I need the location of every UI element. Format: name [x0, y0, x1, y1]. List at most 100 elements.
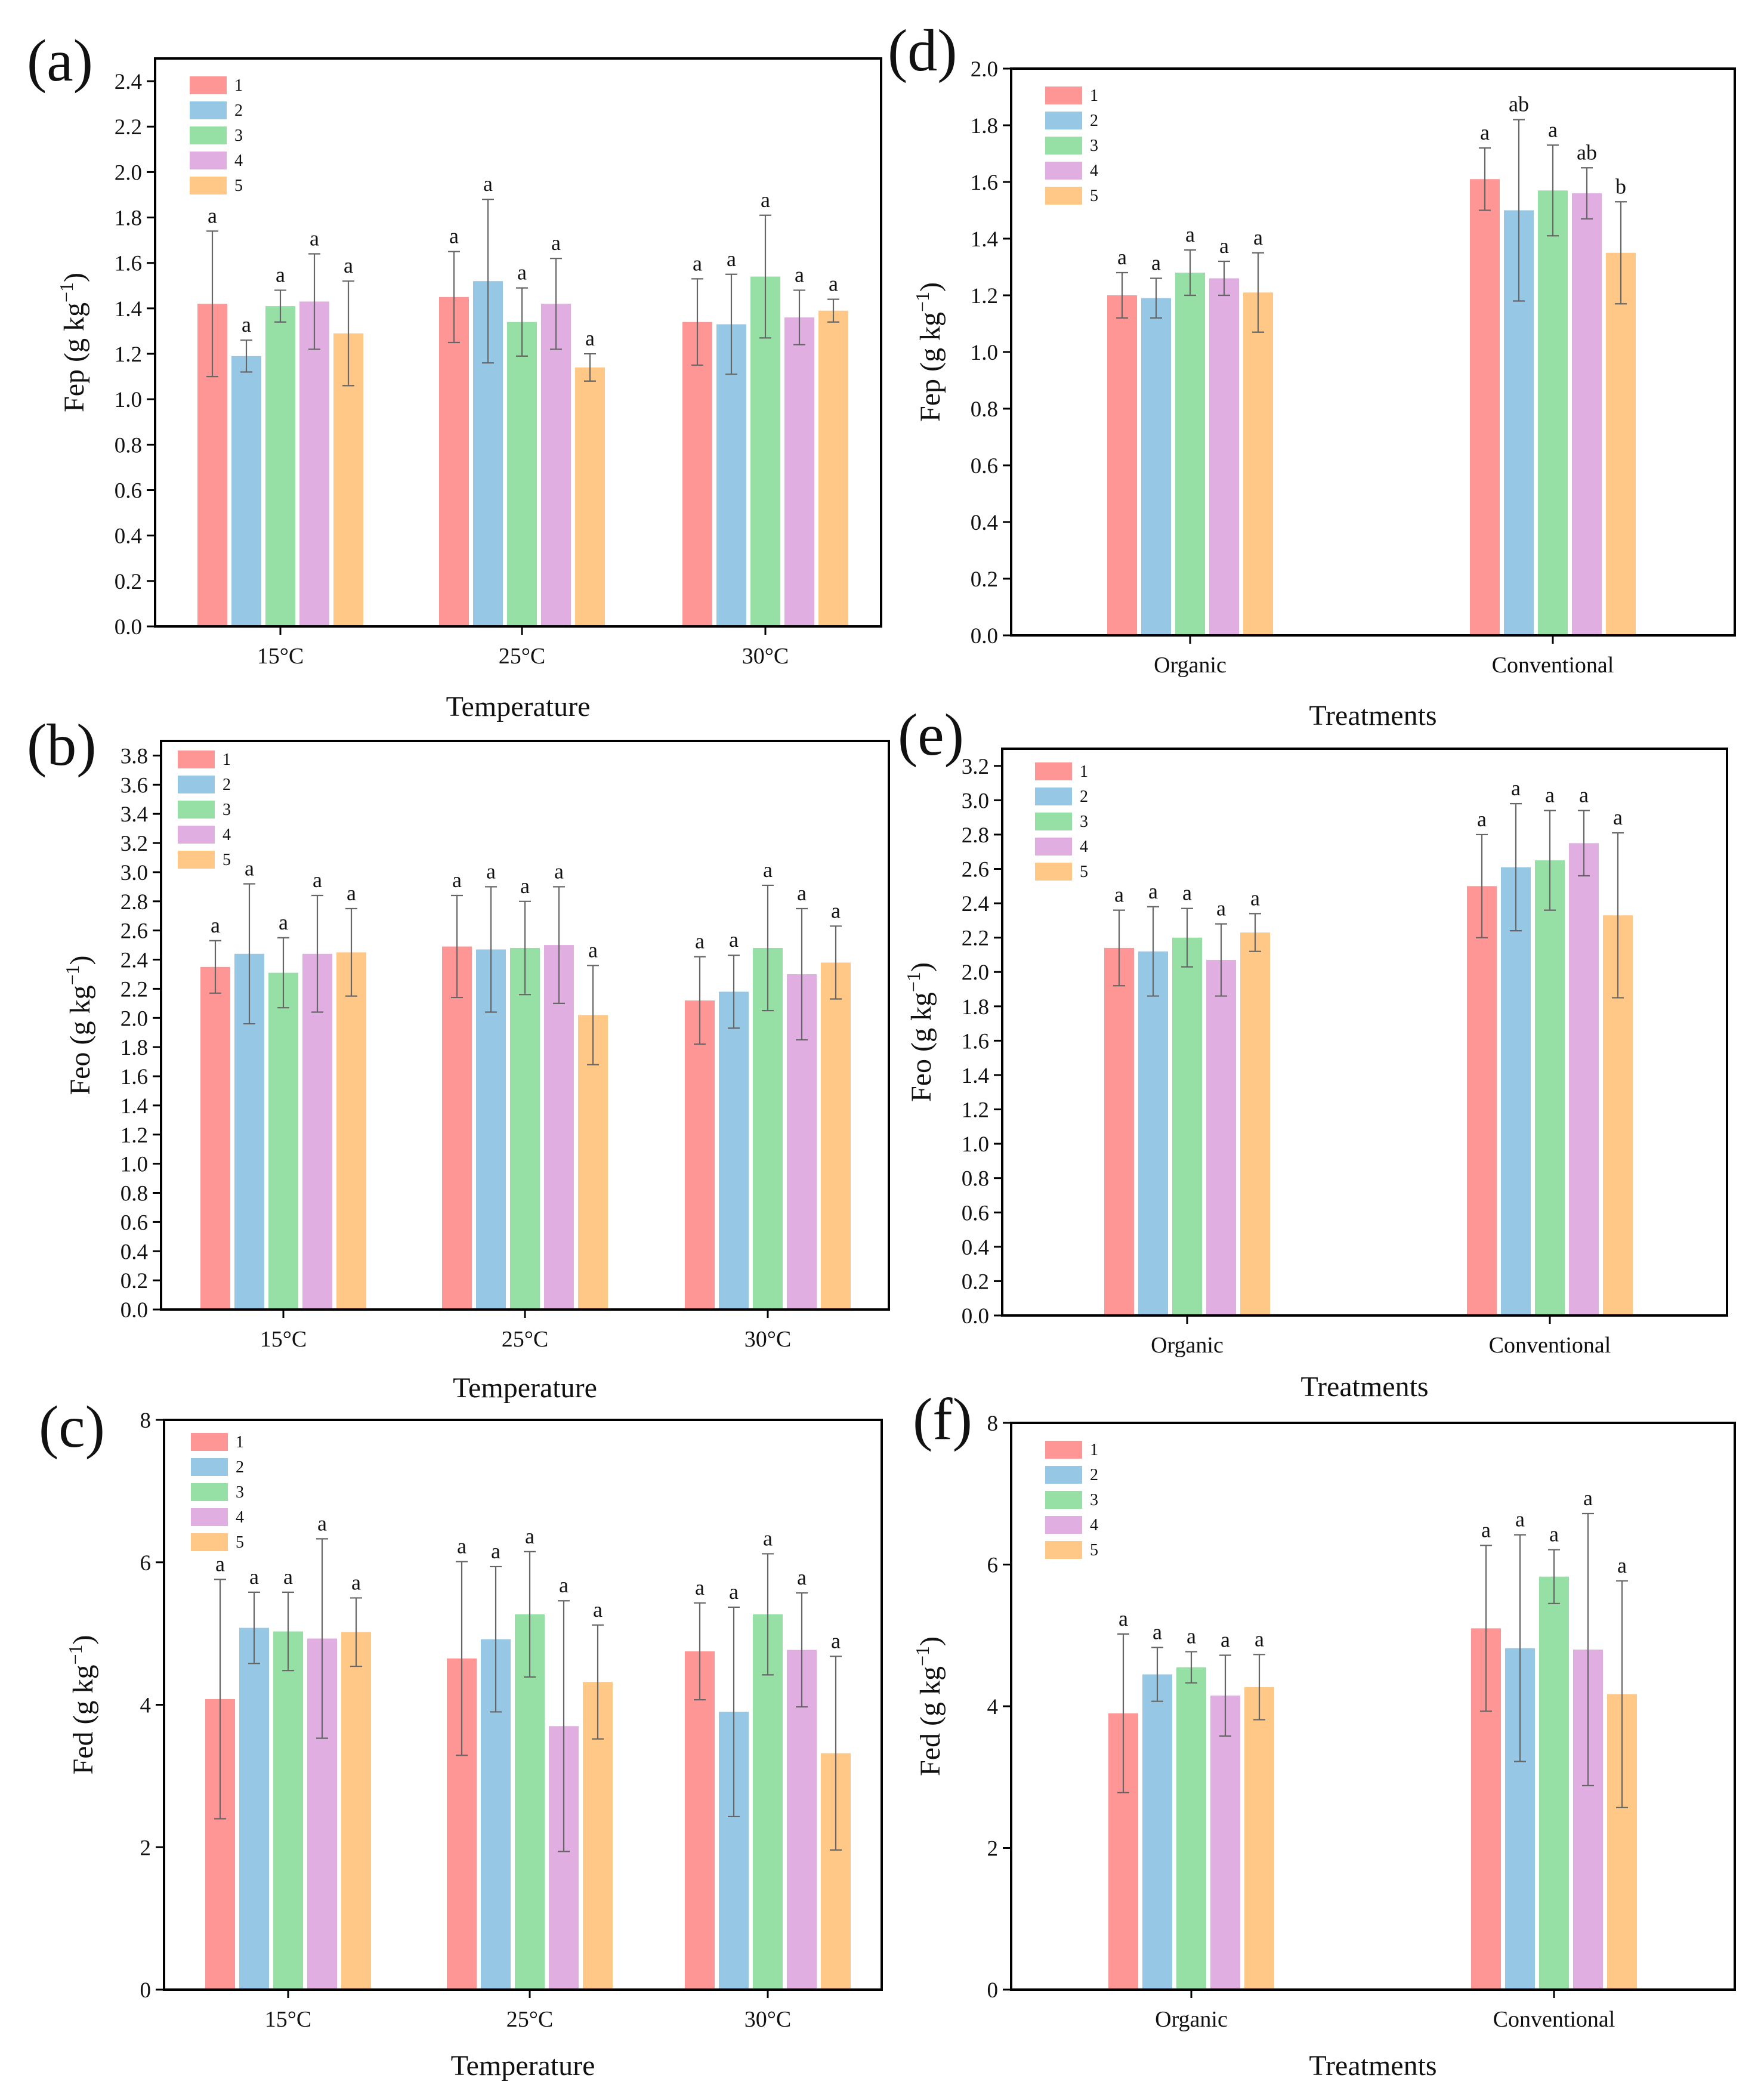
legend-label: 2	[236, 1458, 244, 1477]
legend-swatch-5	[190, 177, 227, 194]
error-bar	[1147, 906, 1159, 997]
y-tick-label: 2.0	[971, 57, 998, 82]
error-bar	[1616, 1580, 1628, 1808]
legend-swatch-2	[178, 776, 215, 793]
error-bar	[1116, 271, 1128, 319]
significance-label: a	[457, 1534, 467, 1558]
error-bar	[1510, 803, 1522, 932]
bar-series-3-2	[510, 947, 540, 1310]
bar-series-3-1	[273, 1631, 303, 1990]
legend-label: 2	[1080, 788, 1088, 806]
significance-label: a	[797, 881, 807, 905]
significance-label: a	[1182, 881, 1192, 905]
y-tick-label: 1.6	[121, 1065, 148, 1089]
y-tick-label: 4	[140, 1694, 152, 1718]
y-tick-label: 8	[140, 1409, 152, 1433]
legend-swatch-5	[191, 1533, 228, 1551]
error-bar	[759, 214, 771, 339]
y-axis-title: Fed (g kg−1)	[64, 1635, 99, 1774]
error-bar	[311, 894, 323, 1013]
y-tick-label: 1.4	[115, 297, 142, 322]
legend-swatch-1	[190, 76, 227, 94]
legend-label: 3	[1090, 137, 1098, 155]
panel-letter: (a)	[27, 27, 93, 94]
error-bar	[1548, 1549, 1560, 1604]
legend: 1 2 3 4 5	[1045, 87, 1098, 205]
y-axis-title-sup: −1	[64, 1644, 86, 1664]
y-tick-label: 1.6	[115, 252, 142, 276]
y-axis-title-sup: −1	[903, 972, 924, 992]
legend-swatch-2	[190, 101, 227, 119]
y-tick-label: 2	[140, 1836, 152, 1860]
bar-series-2-1	[231, 356, 261, 626]
bar-series-5-2	[575, 367, 605, 626]
error-bar	[694, 956, 706, 1045]
significance-label: a	[695, 929, 705, 953]
bar-series-4-1	[302, 953, 332, 1310]
y-axis-title-sup: −1	[912, 292, 933, 312]
significance-label: a	[491, 1539, 501, 1563]
significance-label: a	[1151, 251, 1161, 275]
legend-swatch-4	[1035, 838, 1072, 856]
legend-label: 5	[1090, 187, 1098, 205]
error-bar	[274, 289, 286, 323]
legend: 1 2 3 4 5	[191, 1433, 244, 1552]
bar-series-4-3	[784, 317, 814, 626]
legend-swatch-3	[190, 126, 227, 144]
y-tick-label: 1.0	[962, 1132, 989, 1157]
significance-label: a	[520, 874, 530, 898]
error-bar	[584, 353, 596, 382]
error-bar	[1476, 833, 1488, 938]
significance-label: a	[797, 1565, 807, 1589]
bar-series-1-2	[1470, 179, 1500, 635]
x-tick-label: 30°C	[744, 2007, 792, 2032]
bar-series-1-3	[685, 1000, 715, 1310]
y-tick-label: 1.8	[121, 1036, 148, 1060]
y-tick-label: 3.6	[121, 773, 148, 798]
y-axis-title: Feo (g kg−1)	[903, 962, 937, 1102]
legend-swatch-1	[191, 1433, 228, 1451]
x-tick-label: 15°C	[257, 644, 304, 669]
error-bar	[587, 965, 599, 1066]
bar-series-4-2	[1572, 193, 1602, 635]
significance-label: a	[483, 172, 493, 196]
legend-swatch-1	[1045, 1441, 1082, 1459]
significance-label: a	[1481, 1518, 1491, 1542]
significance-label: a	[211, 913, 220, 937]
error-bar	[1219, 1654, 1231, 1737]
y-axis-title-end: )	[64, 955, 96, 965]
error-bar	[728, 955, 740, 1029]
significance-label: a	[525, 1524, 535, 1548]
legend-swatch-4	[1045, 1516, 1082, 1534]
significance-label: a	[559, 1573, 569, 1597]
x-tick-label: Organic	[1151, 1333, 1224, 1358]
error-bar	[1615, 201, 1627, 305]
x-tick-label: 15°C	[260, 1327, 307, 1352]
x-tick-label: Conventional	[1492, 653, 1614, 678]
error-bar	[282, 1591, 294, 1672]
y-tick-label: 0.6	[121, 1210, 148, 1235]
x-tick-label: Conventional	[1493, 2007, 1615, 2032]
y-tick-label: 1.8	[971, 114, 998, 138]
y-tick-label: 0.0	[971, 624, 998, 648]
bar-series-4-2	[541, 304, 571, 626]
significance-label: a	[1480, 121, 1490, 144]
error-bar	[1113, 909, 1125, 987]
legend-label: 4	[1090, 1516, 1098, 1534]
error-bar	[345, 907, 357, 997]
legend: 1 2 3 4 5	[190, 76, 243, 195]
x-axis-title: Temperature	[446, 691, 591, 722]
y-axis-title-end: )	[906, 962, 937, 972]
significance-label: a	[1216, 897, 1226, 921]
bar-series-3-1	[268, 972, 298, 1310]
significance-label: ab	[1577, 140, 1597, 164]
y-tick-label: 2.8	[962, 823, 989, 848]
panel-letter: (d)	[888, 17, 957, 84]
error-bar	[240, 339, 252, 373]
y-tick-label: 4	[987, 1695, 999, 1719]
y-tick-label: 0.0	[121, 1298, 148, 1323]
bar-series-4-2	[544, 945, 574, 1310]
y-axis-title-sup: −1	[55, 282, 77, 302]
